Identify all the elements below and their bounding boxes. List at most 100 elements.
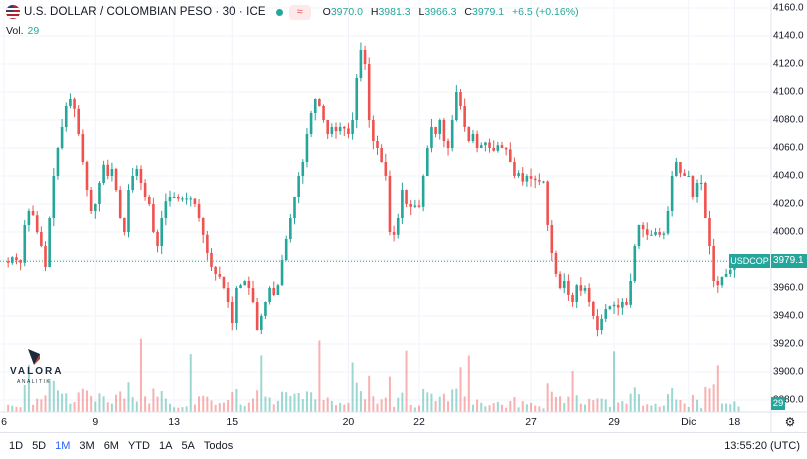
volume-bar bbox=[691, 394, 694, 412]
candle bbox=[201, 217, 205, 244]
candle-body bbox=[475, 134, 479, 148]
candlestick-chart[interactable] bbox=[0, 0, 807, 432]
candle bbox=[52, 168, 56, 227]
timeframe-1m[interactable]: 1M bbox=[55, 440, 71, 452]
volume-bar bbox=[305, 391, 308, 412]
candle bbox=[351, 112, 354, 140]
volume-bar bbox=[596, 398, 599, 412]
candle bbox=[629, 273, 632, 308]
volume-bar bbox=[65, 393, 68, 412]
candle-body bbox=[102, 164, 105, 183]
candle bbox=[562, 273, 566, 294]
volume-bar bbox=[488, 405, 491, 412]
candle-body bbox=[31, 211, 35, 216]
price-tick-label: 4040.0 bbox=[773, 170, 804, 182]
volume-bar bbox=[123, 398, 126, 412]
volume-bar bbox=[471, 404, 474, 412]
candle bbox=[293, 196, 296, 225]
candle-body bbox=[430, 127, 433, 148]
candle-body bbox=[372, 120, 375, 141]
timeframe-6m[interactable]: 6M bbox=[103, 440, 119, 452]
gear-icon[interactable]: ⚙ bbox=[784, 415, 796, 429]
timeframe-1a[interactable]: 1A bbox=[158, 440, 173, 452]
candle-body bbox=[670, 176, 674, 211]
candle-body bbox=[135, 169, 139, 176]
candle bbox=[276, 283, 280, 296]
volume-bar bbox=[550, 391, 553, 412]
candle-body bbox=[347, 128, 350, 134]
candle bbox=[662, 231, 666, 240]
price-tick-label: 4120.0 bbox=[773, 58, 804, 70]
volume-bar bbox=[56, 390, 59, 412]
candle bbox=[268, 286, 271, 305]
candle bbox=[367, 57, 371, 128]
clock[interactable]: 13:55:20 (UTC) bbox=[724, 440, 800, 452]
symbol-title[interactable]: U.S. DOLLAR / COLOMBIAN PESO · 30 · ICE bbox=[24, 6, 266, 18]
volume-bar bbox=[687, 406, 690, 412]
candle-body bbox=[289, 218, 292, 239]
date-axis[interactable]: 6 9 13 15 20 22 27 29 Dic 18 bbox=[0, 412, 771, 432]
candle-body bbox=[380, 148, 383, 162]
candle bbox=[380, 144, 383, 163]
price-axis[interactable]: 4160.0 4140.0 4120.0 4100.0 4080.0 4060.0 4040… bbox=[771, 0, 807, 412]
timeframe-5a[interactable]: 5A bbox=[181, 440, 195, 452]
timeframe-1d[interactable]: 1D bbox=[9, 440, 24, 452]
candle-body bbox=[554, 253, 558, 274]
candle-body bbox=[44, 246, 47, 267]
candle bbox=[509, 142, 512, 163]
volume-bar bbox=[23, 384, 26, 412]
candle bbox=[239, 283, 242, 289]
candle-body bbox=[284, 239, 288, 260]
volume-bar bbox=[712, 384, 715, 412]
chart-grid bbox=[0, 0, 771, 412]
volume-bar bbox=[189, 354, 192, 412]
candle-body bbox=[251, 288, 255, 302]
candle-body bbox=[384, 162, 388, 176]
chart-legend-header: U.S. DOLLAR / COLOMBIAN PESO · 30 · ICE … bbox=[0, 3, 584, 21]
candle-body bbox=[641, 225, 645, 230]
volume-bar bbox=[77, 392, 80, 412]
candle-body bbox=[239, 285, 242, 288]
candle bbox=[459, 89, 462, 110]
volume-bar bbox=[530, 402, 533, 412]
volume-bar bbox=[7, 404, 10, 412]
timeframe-ytd[interactable]: YTD bbox=[127, 440, 150, 452]
volume-bar bbox=[438, 396, 441, 412]
approx-badge[interactable]: ≈ bbox=[288, 4, 311, 20]
candle-body bbox=[521, 173, 525, 182]
candle bbox=[23, 220, 27, 267]
volume-bar bbox=[11, 405, 14, 412]
candle-body bbox=[716, 281, 720, 286]
volume-bar bbox=[397, 397, 400, 412]
timeframe-todos[interactable]: Todos bbox=[203, 440, 234, 452]
candle bbox=[538, 173, 541, 186]
candle-body bbox=[529, 176, 533, 179]
candle bbox=[455, 85, 458, 122]
candle bbox=[69, 93, 72, 109]
candle bbox=[384, 153, 388, 181]
candle bbox=[264, 301, 267, 319]
volume-bar bbox=[467, 355, 470, 412]
candle-body bbox=[467, 127, 471, 141]
candle bbox=[699, 174, 703, 191]
timeframe-3m[interactable]: 3M bbox=[79, 440, 95, 452]
volume-bar bbox=[330, 400, 333, 412]
candle-body bbox=[172, 197, 176, 198]
us-flag-icon bbox=[6, 5, 20, 19]
volume-bar bbox=[222, 402, 225, 412]
volume-bar bbox=[218, 403, 221, 412]
candle-body bbox=[27, 211, 31, 225]
candle bbox=[301, 159, 305, 184]
candle bbox=[596, 309, 599, 337]
candle bbox=[164, 193, 168, 226]
timeframe-5d[interactable]: 5D bbox=[32, 440, 47, 452]
candle bbox=[616, 298, 620, 316]
change-value: +6.5 (+0.16%) bbox=[512, 6, 579, 18]
volume-bar bbox=[492, 403, 495, 412]
volume-bar bbox=[716, 365, 719, 412]
price-tick-label: 3880.0 bbox=[773, 394, 804, 406]
volume-bar bbox=[98, 393, 101, 412]
candle bbox=[500, 141, 504, 149]
candle-body bbox=[23, 225, 27, 263]
volume-bar bbox=[339, 402, 342, 412]
